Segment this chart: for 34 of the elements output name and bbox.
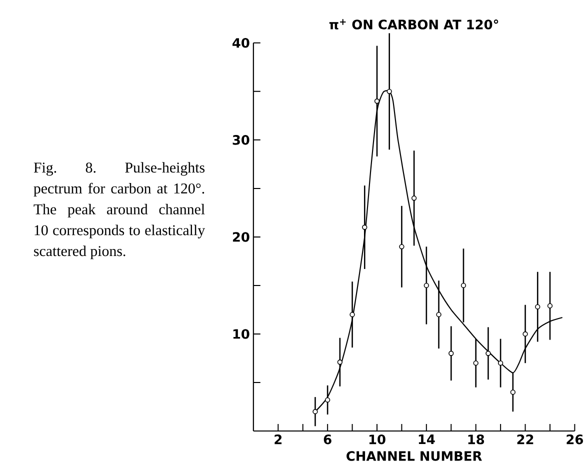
point [386, 88, 392, 94]
point [547, 303, 553, 308]
point [424, 282, 430, 288]
point [350, 312, 355, 318]
point [486, 350, 491, 356]
point [535, 304, 540, 310]
point [399, 244, 404, 250]
point [498, 360, 504, 366]
point [473, 360, 478, 366]
point [337, 360, 343, 365]
x-tick-label: 18 [468, 434, 484, 444]
point [522, 331, 528, 337]
caption: Fig. 8. Pulse-heights pectrum for carbon at 120°. The peak around channel 10 corresponds to elastically scattered pions. [34, 162, 206, 260]
x-tick-label: 14 [418, 434, 435, 444]
y-tick-label: 40 [232, 38, 250, 48]
point [448, 350, 454, 356]
x-tick-label: 2 [274, 434, 282, 444]
point [324, 397, 330, 403]
y-tick-label: 30 [232, 135, 250, 145]
y-tick-label: 10 [233, 329, 250, 339]
x-tick-label: 10 [369, 434, 386, 444]
point [460, 282, 466, 288]
x-tick-label: 26 [566, 434, 583, 444]
point [510, 390, 516, 395]
point [362, 224, 368, 230]
x-axis-title: CHANNEL NUMBER [346, 451, 482, 461]
point [374, 98, 380, 104]
point [312, 409, 318, 414]
point [436, 312, 442, 318]
chart-title: π$^{+}$ ON CARBON AT 120° [329, 19, 498, 30]
point [411, 196, 417, 201]
y-tick-label: 20 [232, 232, 250, 242]
x-tick-label: 6 [324, 434, 332, 444]
x-tick-label: 22 [517, 434, 534, 444]
